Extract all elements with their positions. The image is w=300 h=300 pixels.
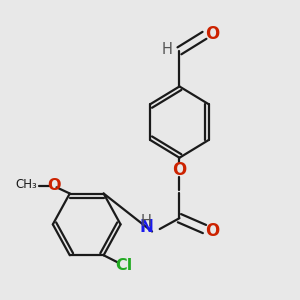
Text: H: H xyxy=(162,42,172,57)
Text: H: H xyxy=(141,214,152,229)
Text: N: N xyxy=(139,218,153,236)
Text: Cl: Cl xyxy=(116,258,133,273)
Text: O: O xyxy=(206,222,220,240)
Text: O: O xyxy=(172,161,187,179)
Text: O: O xyxy=(47,178,61,193)
Text: O: O xyxy=(206,25,220,43)
Text: CH₃: CH₃ xyxy=(15,178,37,191)
